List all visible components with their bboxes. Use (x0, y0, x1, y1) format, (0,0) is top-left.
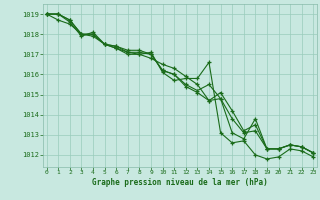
X-axis label: Graphe pression niveau de la mer (hPa): Graphe pression niveau de la mer (hPa) (92, 178, 268, 187)
